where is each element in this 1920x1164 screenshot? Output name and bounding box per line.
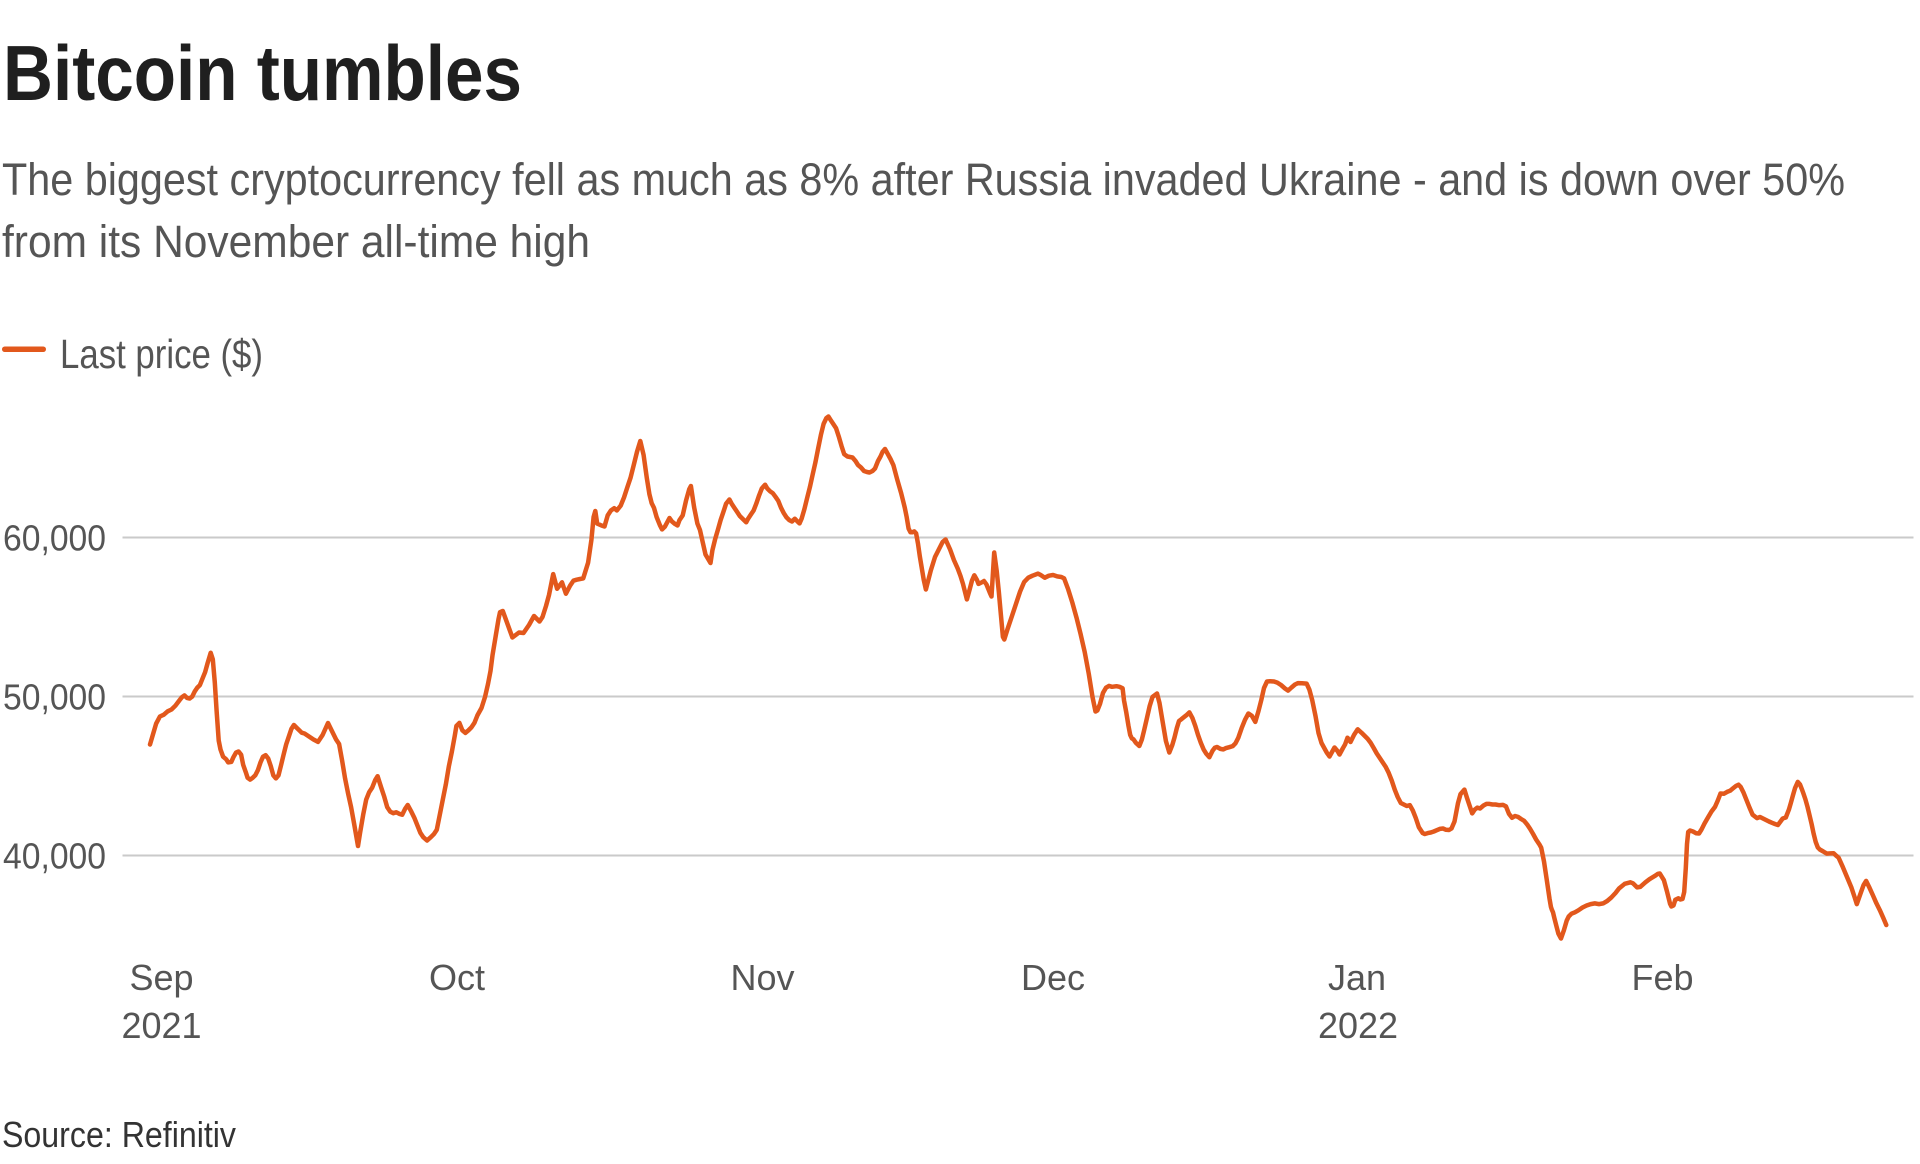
svg-text:2022: 2022 — [1318, 1005, 1398, 1046]
svg-text:Feb: Feb — [1631, 957, 1693, 998]
svg-text:50,000: 50,000 — [3, 677, 106, 718]
svg-text:Source: Refinitiv: Source: Refinitiv — [2, 1114, 236, 1155]
svg-text:Last price ($): Last price ($) — [60, 331, 263, 377]
svg-text:60,000: 60,000 — [3, 518, 106, 559]
svg-text:2021: 2021 — [121, 1005, 201, 1046]
svg-text:40,000: 40,000 — [3, 836, 106, 877]
svg-text:The biggest cryptocurrency fel: The biggest cryptocurrency fell as much … — [2, 154, 1845, 205]
svg-text:Jan: Jan — [1328, 957, 1386, 998]
svg-text:from its November all-time hig: from its November all-time high — [2, 216, 590, 267]
svg-text:Bitcoin tumbles: Bitcoin tumbles — [3, 29, 522, 117]
svg-text:Oct: Oct — [429, 957, 485, 998]
svg-text:Dec: Dec — [1021, 957, 1085, 998]
svg-text:Sep: Sep — [129, 957, 193, 998]
svg-text:Nov: Nov — [730, 957, 794, 998]
